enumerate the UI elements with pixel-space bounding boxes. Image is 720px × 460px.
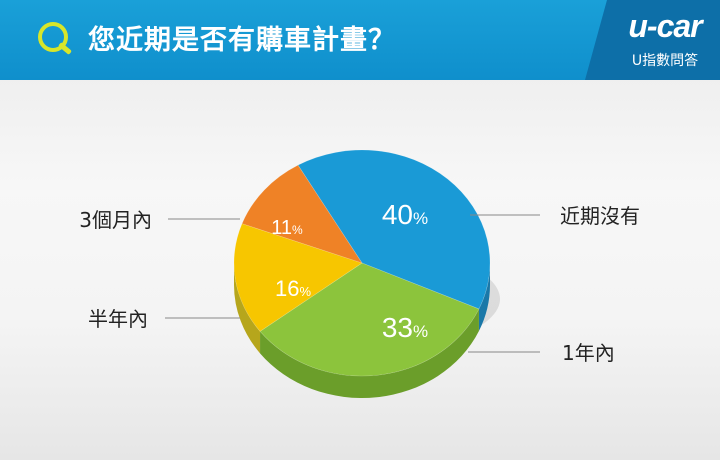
value-label-1: 40%	[382, 199, 428, 230]
q-letter-icon	[38, 22, 68, 52]
value-label-2: 33%	[382, 312, 428, 343]
brand-panel: u-car U指數問答	[585, 0, 720, 80]
category-label-1: 近期沒有	[560, 204, 640, 228]
header-bar: 您近期是否有購車計畫？ u-car U指數問答	[0, 0, 720, 80]
category-label-3: 半年內	[88, 307, 148, 331]
pie-side-walls	[234, 263, 490, 398]
brand-subtitle: U指數問答	[631, 53, 699, 69]
pie-slice-2	[259, 262, 480, 377]
pie-slice-1	[297, 149, 491, 310]
pie-slice-side-3	[234, 263, 261, 354]
brand-logo: u-car	[628, 8, 702, 44]
value-label-3: 16%	[275, 276, 311, 301]
category-label-4: 3個月內	[79, 208, 152, 232]
pie-slice-4	[241, 164, 363, 264]
value-label-4: 11%	[271, 217, 303, 239]
category-label-2: 1年內	[562, 341, 615, 365]
question-title: 您近期是否有購車計畫？	[88, 25, 396, 56]
pie-slice-side-2	[260, 308, 479, 398]
pie-slice-3	[233, 223, 363, 332]
pie-slice-side-1	[478, 263, 490, 331]
pie-top	[233, 149, 491, 377]
